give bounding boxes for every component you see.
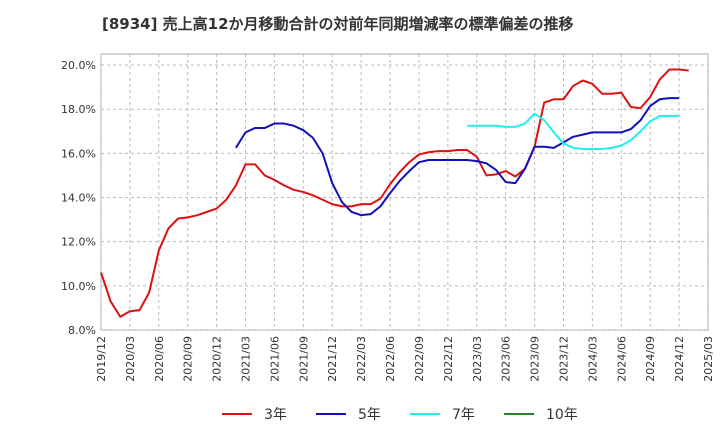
x-tick-label: 2021/12 xyxy=(326,336,339,382)
x-tick-label: 2020/12 xyxy=(211,336,224,382)
legend-label-3: 10年 xyxy=(546,407,578,423)
y-tick-label: 12.0% xyxy=(61,236,96,249)
y-tick-label: 10.0% xyxy=(61,280,96,293)
legend-label-2: 7年 xyxy=(452,407,475,423)
x-tick-label: 2024/06 xyxy=(615,336,628,382)
x-tick-label: 2021/06 xyxy=(268,336,281,382)
x-tick-label: 2022/12 xyxy=(442,336,455,382)
x-tick-label: 2021/09 xyxy=(297,336,310,382)
x-tick-label: 2024/12 xyxy=(673,336,686,382)
legend: 3年 5年 7年 10年 xyxy=(222,407,578,423)
chart-title: [8934] 売上高12か月移動合計の対前年同期増減率の標準偏差の推移 xyxy=(102,15,574,33)
x-tick-label: 2020/09 xyxy=(182,336,195,382)
series-lines xyxy=(100,68,689,318)
x-tick-label: 2019/12 xyxy=(95,336,108,382)
plot-area xyxy=(100,53,709,331)
legend-label-0: 3年 xyxy=(264,407,287,423)
y-tick-label: 14.0% xyxy=(61,192,96,205)
x-tick-label: 2023/06 xyxy=(500,336,513,382)
y-tick-label: 16.0% xyxy=(61,147,96,160)
x-axis-ticks: 2019/12 2020/03 2020/06 2020/09 2020/12 2021/… xyxy=(95,336,715,382)
x-tick-label: 2021/03 xyxy=(240,336,253,382)
x-tick-label: 2022/09 xyxy=(413,336,426,382)
x-tick-label: 2025/03 xyxy=(702,336,715,382)
series-line-0 xyxy=(100,68,689,318)
grid xyxy=(100,54,709,331)
legend-label-1: 5年 xyxy=(358,407,381,423)
x-tick-label: 2024/09 xyxy=(644,336,657,382)
x-tick-label: 2020/06 xyxy=(153,336,166,382)
x-tick-label: 2022/06 xyxy=(384,336,397,382)
x-tick-label: 2022/03 xyxy=(355,336,368,382)
y-tick-label: 18.0% xyxy=(61,103,96,116)
y-axis-ticks: 8.0% 10.0% 12.0% 14.0% 16.0% 18.0% 20.0% xyxy=(61,59,96,337)
x-tick-label: 2023/09 xyxy=(529,336,542,382)
y-tick-label: 8.0% xyxy=(68,324,96,337)
y-tick-label: 20.0% xyxy=(61,59,96,72)
x-tick-label: 2024/03 xyxy=(586,336,599,382)
series-line-1 xyxy=(235,97,680,217)
series-line-2 xyxy=(467,112,680,150)
x-tick-label: 2023/12 xyxy=(557,336,570,382)
x-tick-label: 2023/03 xyxy=(471,336,484,382)
x-tick-label: 2020/03 xyxy=(124,336,137,382)
